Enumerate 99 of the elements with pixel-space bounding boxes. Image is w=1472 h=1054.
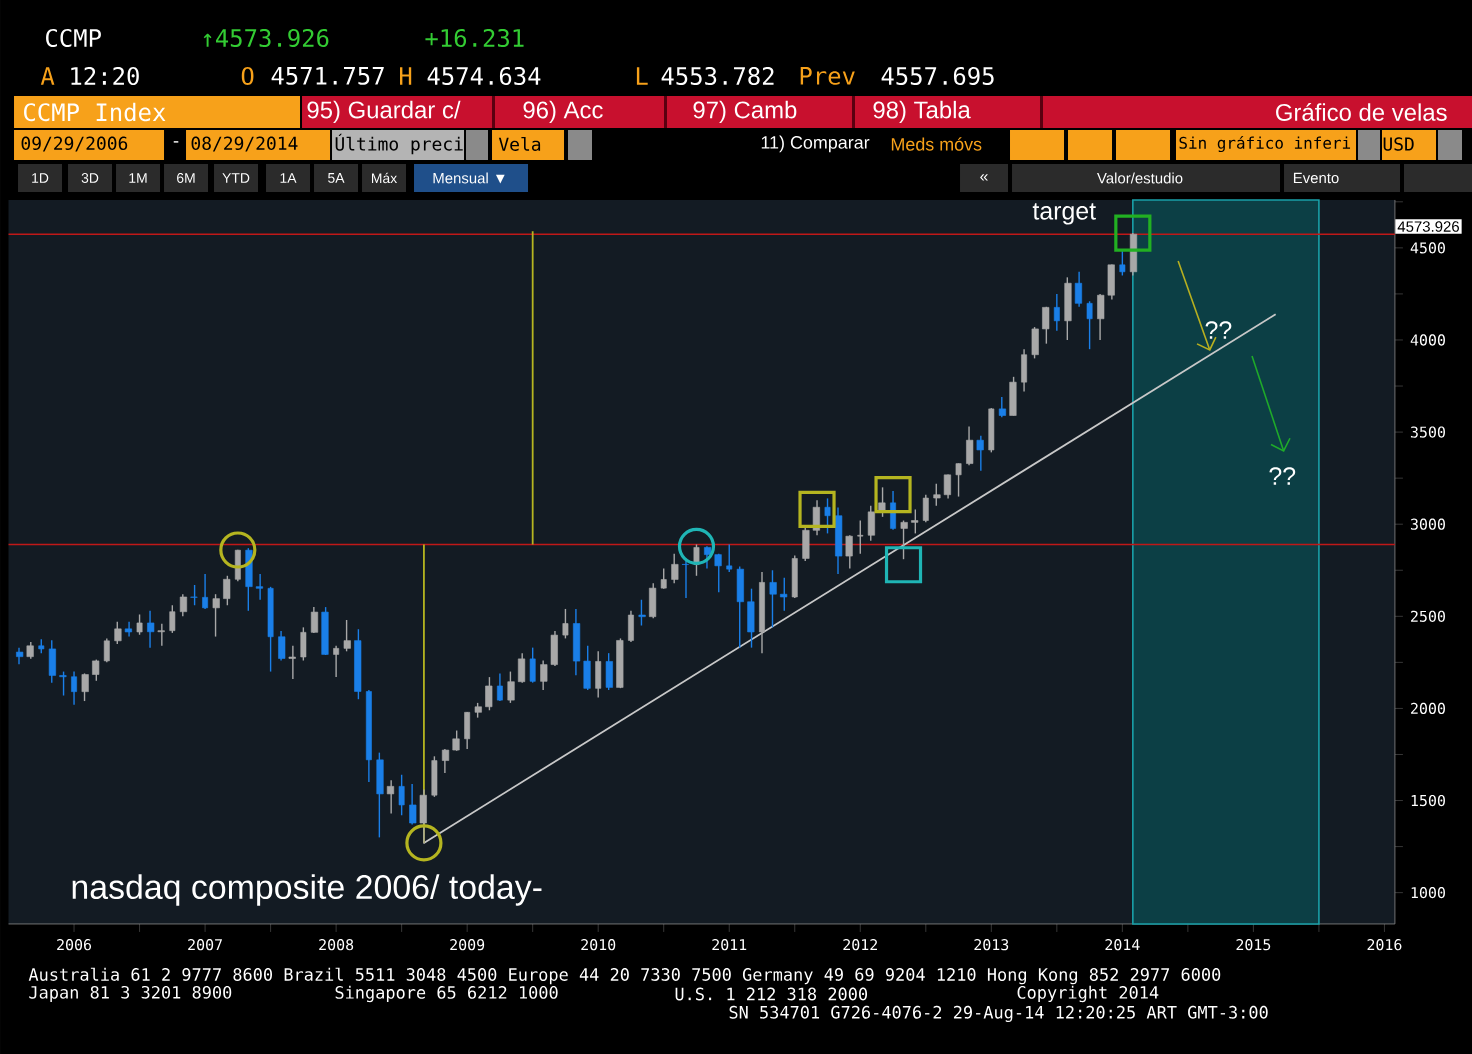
text: USD [1383, 137, 1414, 151]
point [405, 824, 443, 862]
text: 08/29/2014 [191, 136, 298, 152]
candlestick [496, 672, 503, 702]
annotation: ?? [1269, 467, 1296, 485]
candlestick [398, 774, 405, 816]
candlestick [124, 621, 132, 638]
candlestick [71, 670, 77, 706]
text: 4557.695 [881, 66, 994, 86]
text: - [173, 141, 179, 143]
candlestick [988, 407, 995, 454]
candlestick [419, 788, 427, 845]
point [874, 476, 912, 514]
candlestick [955, 462, 962, 498]
candlestick [845, 534, 853, 570]
candlestick [431, 755, 438, 798]
candlestick [1074, 271, 1083, 308]
candlestick [976, 435, 984, 472]
candlestick [190, 584, 198, 606]
point [798, 490, 836, 529]
candlestick [605, 652, 613, 691]
text: ↑4573.926 [203, 28, 329, 48]
candlestick [529, 646, 536, 684]
text: SN 534701 G726-4076-2 29-Aug-14 12:20:25 ART GMT-3:00 [729, 1005, 1268, 1023]
point [884, 546, 923, 584]
candlestick [1086, 300, 1093, 350]
candlestick [562, 608, 569, 640]
text: O [241, 66, 254, 86]
annotation: nasdaq composite 2006/ today- [72, 874, 542, 906]
text: +16.231 [425, 28, 524, 48]
candlestick [321, 606, 329, 656]
candlestick [157, 622, 165, 647]
candlestick [1009, 376, 1017, 417]
candlestick [343, 619, 351, 653]
candlestick [890, 490, 896, 531]
candlestick [824, 497, 831, 535]
annotation: target [1032, 203, 1096, 225]
candlestick [616, 637, 624, 689]
candlestick [1129, 232, 1138, 277]
candlestick [922, 494, 929, 524]
candlestick [376, 751, 384, 839]
candlestick [310, 606, 319, 634]
candlestick [714, 552, 722, 594]
candlestick [681, 560, 689, 599]
text: Japan 81 3 3201 8900 [29, 985, 232, 1003]
candlestick [300, 626, 307, 662]
text: CCMP [46, 28, 101, 48]
text: 11) Comparar [761, 135, 870, 153]
text: Último preci [335, 133, 463, 155]
candlestick [704, 545, 712, 570]
candlestick [136, 613, 143, 636]
text: 96) Acc [523, 100, 603, 124]
candlestick [671, 552, 679, 584]
candlestick [147, 610, 155, 649]
candlestick [998, 396, 1007, 419]
candlestick [409, 783, 417, 826]
text: U.S. 1 212 318 2000 [675, 987, 868, 1001]
text: H [400, 67, 412, 85]
candlestick [1064, 276, 1072, 341]
candlestick [595, 650, 602, 699]
candlestick [1053, 293, 1060, 332]
candlestick [288, 645, 296, 680]
candlestick [464, 711, 471, 750]
text: Prev [800, 67, 855, 85]
text: L [636, 67, 648, 85]
annotation: ?? [1205, 321, 1232, 339]
text: CCMP Index [24, 102, 166, 122]
text: 09/29/2006 [21, 136, 128, 152]
text: Gráfico de velas [1276, 103, 1447, 121]
text: Meds móvs [891, 137, 982, 151]
text: 4571.757 [271, 67, 384, 85]
candlestick [202, 573, 208, 610]
candlestick [179, 593, 188, 618]
text: 12:20 [71, 66, 139, 86]
candlestick [638, 599, 646, 627]
candlestick [966, 425, 974, 466]
text: 97) Camb [693, 100, 797, 124]
point [1114, 214, 1152, 252]
text: Copyright 2014 [1017, 985, 1159, 1003]
text: 4574.634 [427, 66, 541, 86]
candlestick [628, 610, 634, 643]
candlestick [1119, 249, 1126, 277]
text: 98) Tabla [873, 100, 971, 124]
point [677, 527, 716, 565]
text: Singapore 65 6212 1000 [335, 985, 558, 1003]
point [219, 531, 257, 569]
candlestick [386, 779, 395, 815]
candlestick [114, 621, 122, 645]
text: 95) Guardar c/ [307, 100, 461, 124]
candlestick [835, 506, 843, 575]
candlestick [1021, 348, 1027, 393]
candlestick [333, 645, 340, 678]
text: A [40, 67, 55, 85]
text: Vela [498, 136, 541, 151]
text: Australia 61 2 9777 8600 Brazil 5511 3048 4500 Europe 44 20 7330 7500 Germany 49 69 9204 1210 Hong Kong 852 2977 6000 [28, 967, 1221, 985]
candlestick [791, 554, 798, 599]
text: 4553.782 [661, 66, 774, 86]
candlestick [169, 604, 176, 634]
candlestick [278, 630, 286, 662]
